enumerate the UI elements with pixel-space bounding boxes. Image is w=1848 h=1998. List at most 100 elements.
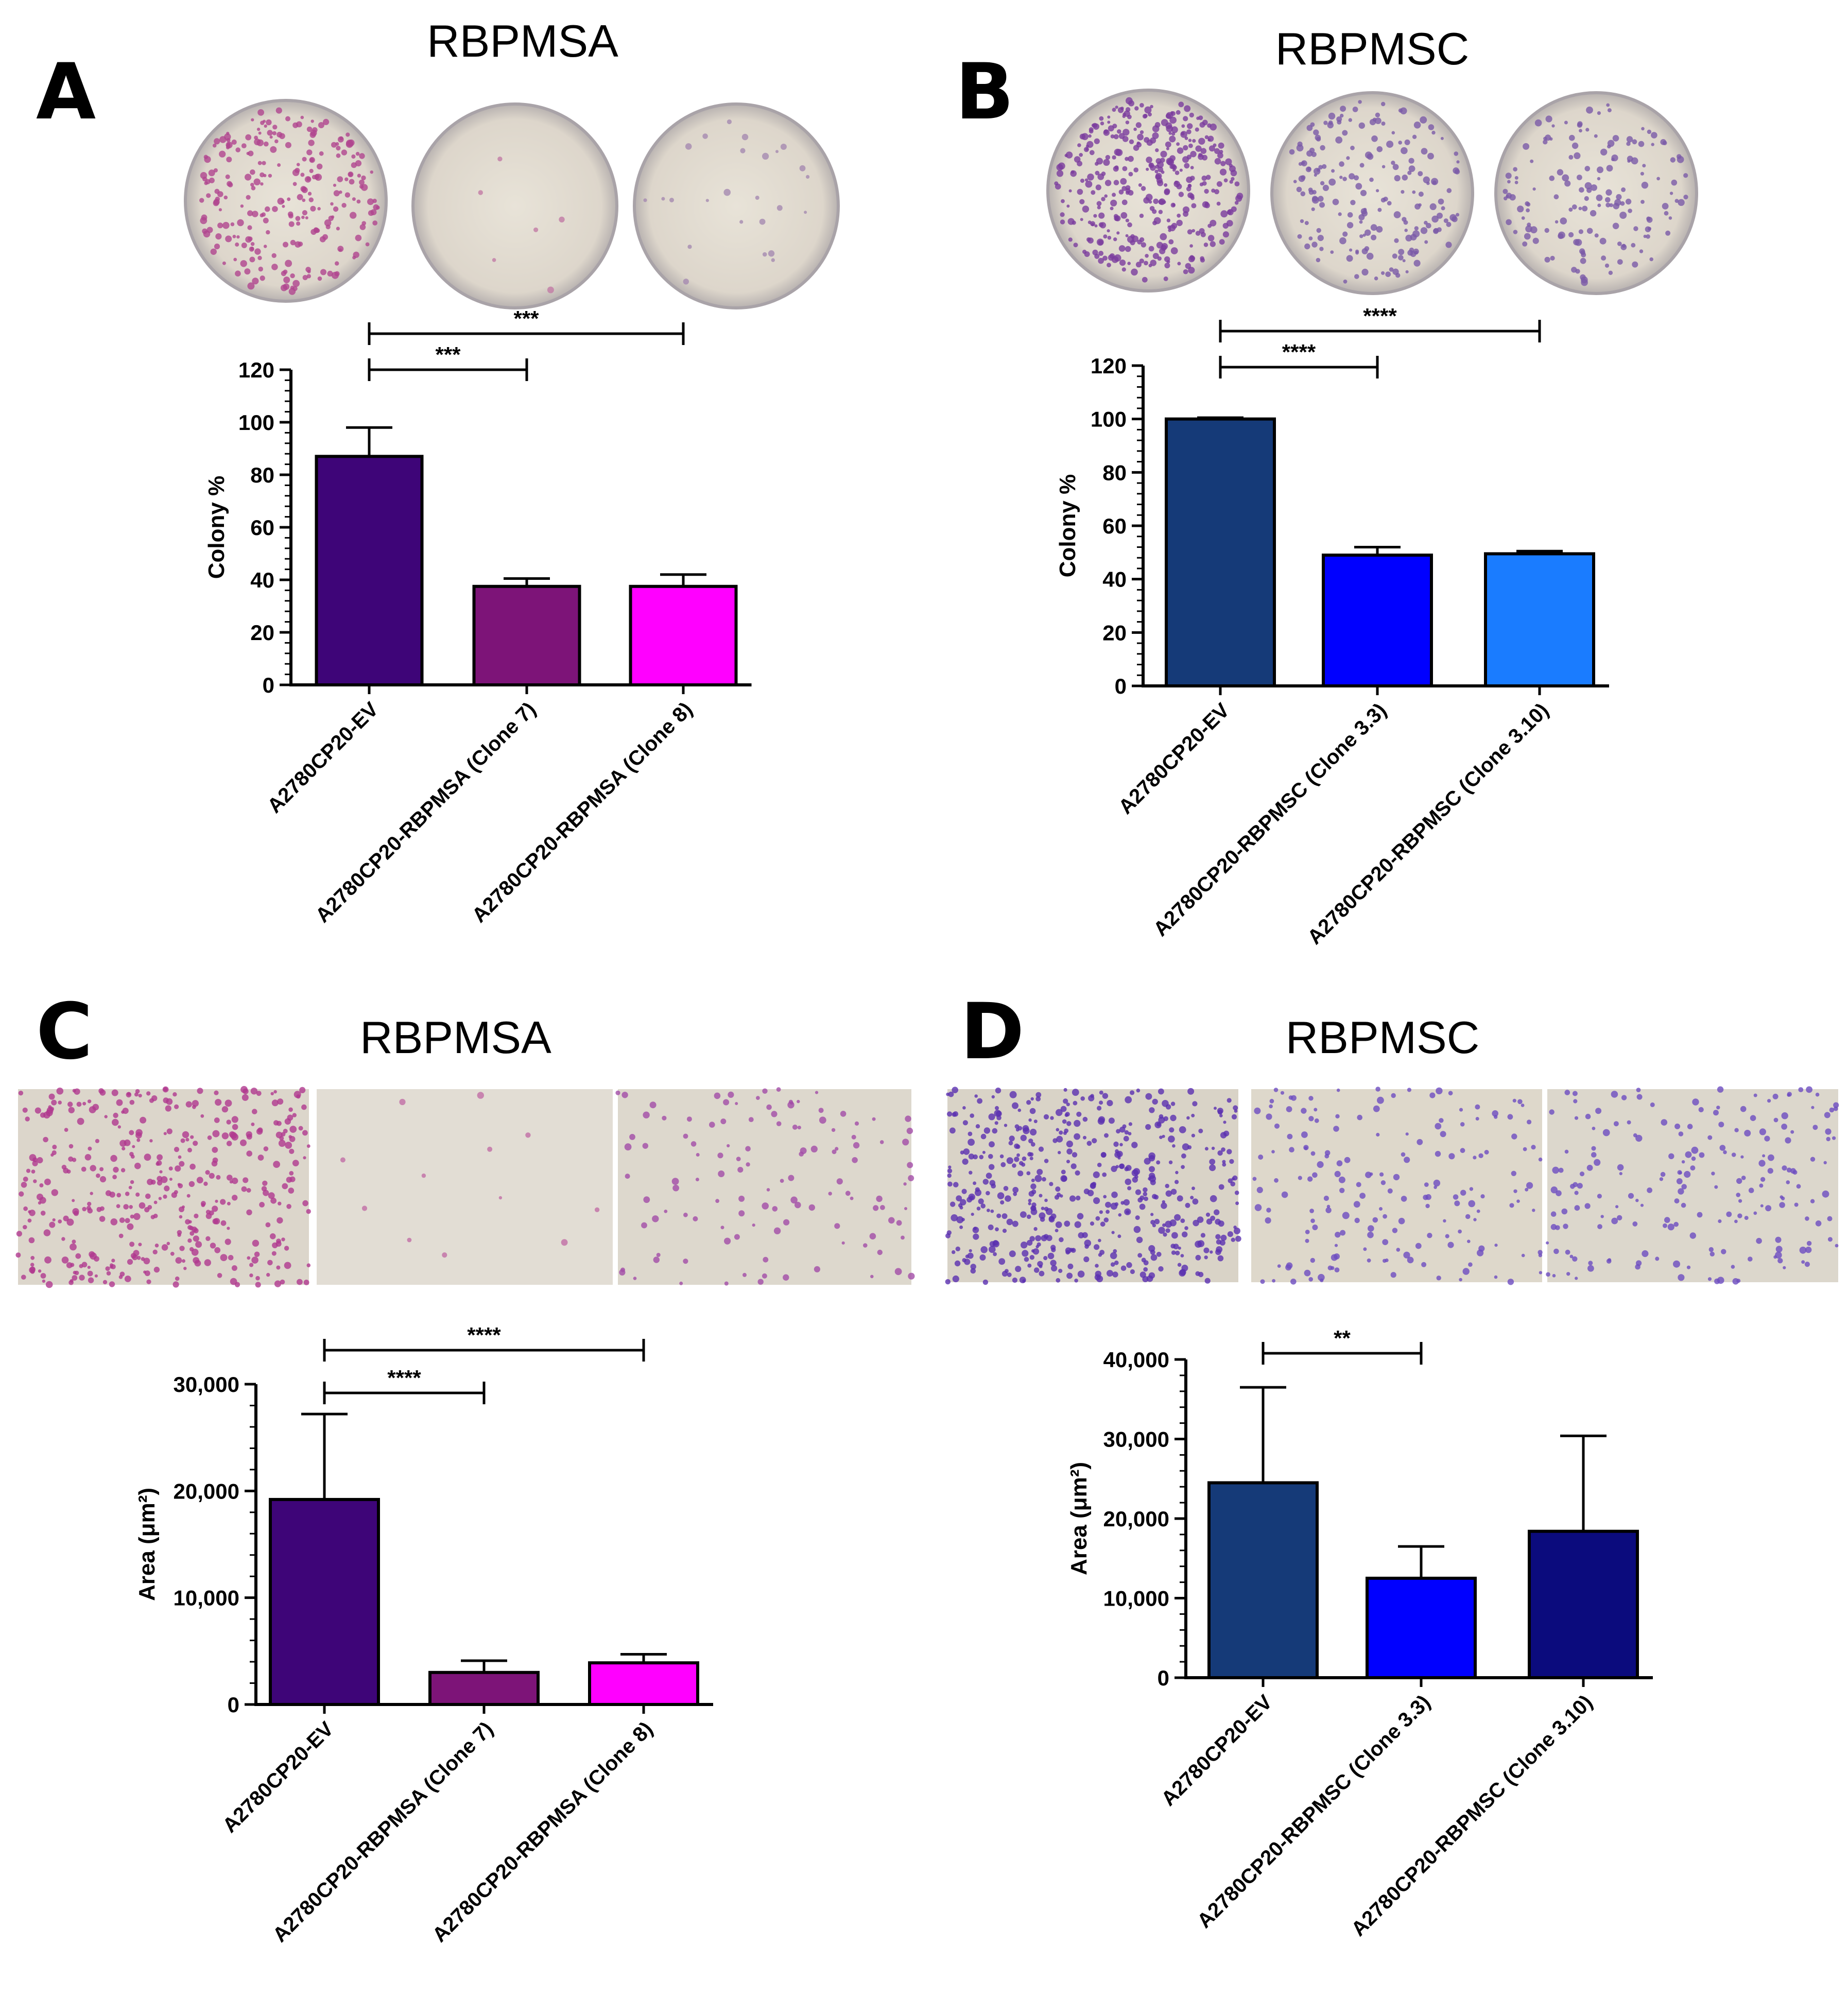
stain-dot xyxy=(999,1154,1004,1159)
stain-dot xyxy=(263,1190,269,1196)
stain-dot xyxy=(66,1218,74,1226)
stain-dot xyxy=(1182,156,1189,163)
stain-dot xyxy=(285,142,291,148)
stain-dot xyxy=(766,1188,770,1192)
stain-dot xyxy=(175,1257,182,1264)
stain-dot xyxy=(1191,203,1197,209)
stain-dot xyxy=(282,204,285,208)
stain-dot xyxy=(1035,1096,1041,1101)
stain-dot xyxy=(370,209,377,215)
stain-dot xyxy=(1467,1239,1471,1243)
stain-dot xyxy=(292,1113,297,1117)
stain-dot xyxy=(1072,1152,1078,1158)
stain-dot xyxy=(1055,1186,1061,1192)
stain-dot xyxy=(132,1145,135,1148)
stain-dot xyxy=(1093,1171,1100,1178)
stain-dot xyxy=(1028,1191,1034,1197)
stain-dot xyxy=(594,1207,600,1212)
stain-dot xyxy=(1009,1135,1015,1142)
stain-dot xyxy=(1029,1108,1036,1114)
stain-dot xyxy=(285,1142,292,1149)
stain-dot xyxy=(284,1118,291,1125)
stain-dot xyxy=(1150,1254,1158,1261)
stain-dot xyxy=(947,1111,953,1117)
stain-dot xyxy=(251,1256,258,1264)
stain-dot xyxy=(1423,176,1430,183)
stain-dot xyxy=(1269,1098,1274,1104)
stain-dot xyxy=(105,1266,110,1271)
stain-dot xyxy=(1073,1100,1078,1106)
stain-dot xyxy=(1532,1209,1535,1212)
stain-dot xyxy=(1356,1182,1361,1187)
stain-dot xyxy=(1152,1194,1157,1199)
stain-dot xyxy=(1514,181,1518,184)
stain-dot xyxy=(991,1095,995,1099)
stain-dot xyxy=(1148,1245,1155,1252)
stain-dot xyxy=(40,1112,46,1118)
stain-dot xyxy=(1552,1274,1556,1278)
stain-dot xyxy=(1037,1168,1043,1175)
stain-dot xyxy=(1635,1264,1640,1270)
stain-dot xyxy=(271,1099,279,1107)
stain-dot xyxy=(1152,125,1160,132)
stain-dot xyxy=(1023,1127,1030,1134)
stain-dot xyxy=(695,1178,699,1181)
stain-dot xyxy=(1095,162,1099,166)
stain-dot xyxy=(1286,1262,1293,1269)
stain-dot xyxy=(1162,1134,1165,1138)
stain-dot xyxy=(998,1258,1006,1265)
stain-dot xyxy=(1063,1088,1067,1092)
stain-dot xyxy=(1526,1182,1533,1189)
stain-dot xyxy=(185,1219,191,1225)
stain-dot xyxy=(1125,1096,1132,1104)
stain-dot xyxy=(1721,1249,1726,1254)
stain-dot xyxy=(335,142,339,146)
stain-dot xyxy=(1681,1202,1686,1208)
stain-dot xyxy=(478,190,483,195)
stain-dot xyxy=(1319,247,1324,251)
stain-dot xyxy=(1133,127,1137,131)
stain-dot xyxy=(952,1275,959,1283)
stain-dot xyxy=(1785,1137,1791,1144)
stain-dot xyxy=(1231,177,1235,181)
stain-dot xyxy=(533,227,539,232)
stain-dot xyxy=(953,1182,959,1187)
stain-dot xyxy=(755,196,759,200)
stain-dot xyxy=(1158,1227,1165,1234)
stain-dot xyxy=(1426,181,1430,185)
stain-dot xyxy=(1359,234,1363,238)
stain-dot xyxy=(1684,1170,1691,1178)
stain-dot xyxy=(1186,129,1191,134)
stain-dot xyxy=(1059,1237,1064,1243)
stain-dot xyxy=(175,1165,181,1172)
stain-dot xyxy=(315,228,320,233)
stain-dot xyxy=(1683,195,1688,200)
stain-dot xyxy=(1650,1102,1655,1107)
stain-dot xyxy=(221,1106,229,1113)
stain-dot xyxy=(298,1126,303,1131)
stain-dot xyxy=(1125,246,1131,252)
stain-dot xyxy=(1827,1216,1833,1221)
stain-dot xyxy=(263,174,267,178)
stain-dot xyxy=(407,1237,412,1243)
stain-dot xyxy=(1090,1183,1096,1189)
stain-dot xyxy=(1063,1098,1068,1104)
stain-dot xyxy=(1577,121,1583,127)
stain-dot xyxy=(1572,1091,1578,1096)
stain-dot xyxy=(285,260,292,267)
stain-dot xyxy=(1605,189,1612,196)
stain-dot xyxy=(287,211,293,217)
stain-dot xyxy=(1176,219,1183,227)
stain-dot xyxy=(1412,190,1416,194)
stain-dot xyxy=(1437,212,1443,219)
stain-dot xyxy=(1214,158,1221,165)
stain-dot xyxy=(1067,218,1075,225)
stain-dot xyxy=(1597,111,1601,115)
stain-dot xyxy=(200,172,208,179)
stain-dot xyxy=(1103,1195,1107,1199)
stain-dot xyxy=(1211,1146,1215,1150)
stain-dot xyxy=(323,118,330,125)
stain-dot xyxy=(1587,1265,1594,1272)
stain-dot xyxy=(1009,1250,1016,1258)
stain-dot xyxy=(1748,1187,1754,1193)
